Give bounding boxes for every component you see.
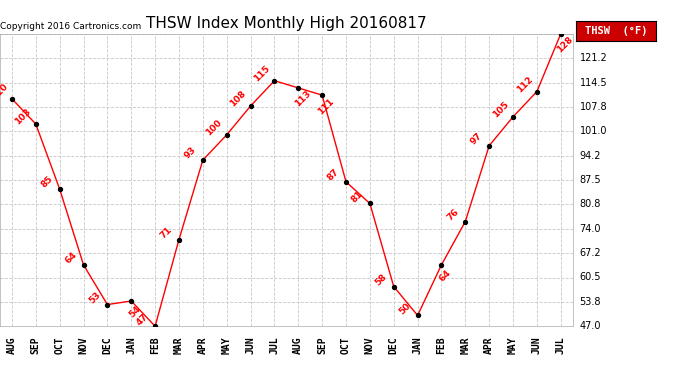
Text: 58: 58 <box>373 272 389 287</box>
Text: 103: 103 <box>14 107 33 127</box>
Text: 105: 105 <box>491 100 511 120</box>
Text: Copyright 2016 Cartronics.com: Copyright 2016 Cartronics.com <box>0 22 141 31</box>
Text: 111: 111 <box>317 96 336 116</box>
Point <box>126 298 137 304</box>
Text: 76: 76 <box>445 207 460 222</box>
Text: 108: 108 <box>228 89 248 109</box>
Point <box>436 262 447 268</box>
Point <box>197 157 208 163</box>
Point <box>54 186 65 192</box>
Text: 47: 47 <box>135 312 150 327</box>
Text: 94.2: 94.2 <box>580 151 601 161</box>
Text: 128.0: 128.0 <box>580 29 607 39</box>
Point <box>508 114 519 120</box>
Text: 110: 110 <box>0 82 9 102</box>
Text: 53.8: 53.8 <box>580 297 601 307</box>
Text: 112: 112 <box>515 75 534 94</box>
Text: 101.0: 101.0 <box>580 126 607 136</box>
Text: 115: 115 <box>252 64 272 84</box>
Text: 64: 64 <box>63 250 79 266</box>
Text: 121.2: 121.2 <box>580 53 607 63</box>
Point <box>173 237 184 243</box>
Text: 81: 81 <box>350 189 365 204</box>
Point <box>78 262 89 268</box>
Point <box>269 78 280 84</box>
Point <box>30 121 41 127</box>
Point <box>221 132 233 138</box>
Text: 80.8: 80.8 <box>580 199 601 209</box>
Point <box>484 143 495 149</box>
Point <box>6 96 17 102</box>
Point <box>102 302 113 307</box>
Text: 67.2: 67.2 <box>580 248 601 258</box>
Text: 47.0: 47.0 <box>580 321 601 331</box>
Text: 100: 100 <box>204 118 224 138</box>
Point <box>531 88 542 94</box>
Point <box>364 201 375 207</box>
Text: 107.8: 107.8 <box>580 102 607 112</box>
Point <box>460 219 471 225</box>
Text: 64: 64 <box>438 268 453 284</box>
Text: 74.0: 74.0 <box>580 224 601 234</box>
Text: 87.5: 87.5 <box>580 175 601 185</box>
Text: 71: 71 <box>159 225 174 240</box>
Text: 97: 97 <box>469 131 484 147</box>
Point <box>245 103 256 109</box>
Text: 93: 93 <box>183 146 198 161</box>
Point <box>412 312 423 318</box>
Text: 87: 87 <box>326 167 341 183</box>
Point <box>150 323 161 329</box>
Title: THSW Index Monthly High 20160817: THSW Index Monthly High 20160817 <box>146 16 426 31</box>
Text: 128: 128 <box>555 35 575 55</box>
Text: 50: 50 <box>397 301 413 316</box>
Text: THSW  (°F): THSW (°F) <box>584 26 647 36</box>
Text: 54: 54 <box>128 304 143 320</box>
Point <box>340 179 351 185</box>
Text: 60.5: 60.5 <box>580 273 601 282</box>
Text: 113: 113 <box>293 89 313 109</box>
Point <box>317 92 328 98</box>
Point <box>555 31 566 37</box>
Text: 53: 53 <box>87 290 103 305</box>
Point <box>388 284 400 290</box>
Text: 114.5: 114.5 <box>580 78 607 87</box>
Text: 85: 85 <box>39 174 55 190</box>
Point <box>293 85 304 91</box>
